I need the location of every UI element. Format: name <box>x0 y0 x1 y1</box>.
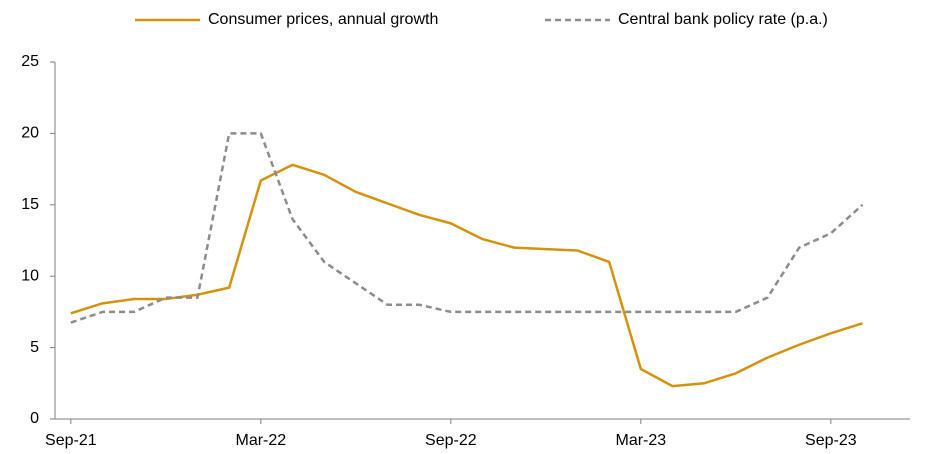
series-line <box>70 163 863 388</box>
x-tick-label: Sep-22 <box>425 432 477 449</box>
x-tick-label: Sep-23 <box>805 432 857 449</box>
y-tick-label: 15 <box>21 196 39 213</box>
y-tick-label: 10 <box>21 267 39 284</box>
x-tick-label: Mar-22 <box>235 432 286 449</box>
series-line <box>70 132 864 324</box>
x-tick-label: Mar-23 <box>615 432 666 449</box>
y-tick-label: 25 <box>21 53 39 70</box>
y-tick-label: 20 <box>21 125 39 142</box>
legend-label: Consumer prices, annual growth <box>208 11 438 28</box>
y-tick-label: 5 <box>30 339 39 356</box>
y-tick-label: 0 <box>30 410 39 427</box>
legend-label: Central bank policy rate (p.a.) <box>618 11 828 28</box>
x-tick-label: Sep-21 <box>45 432 97 449</box>
